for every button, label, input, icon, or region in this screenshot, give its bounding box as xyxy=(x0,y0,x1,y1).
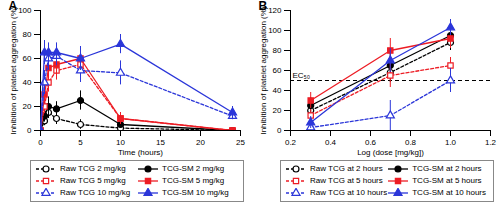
svg-text:Time (hours): Time (hours) xyxy=(118,148,163,157)
svg-text:40: 40 xyxy=(273,86,282,95)
svg-text:Inhibition of platelet aggrega: Inhibition of platelet aggregation (%) xyxy=(259,6,268,134)
html-text:TCG-SM at 2 hours: TCG-SM at 2 hours xyxy=(412,164,482,173)
html-text:Raw TCG 10 mg/kg: Raw TCG 10 mg/kg xyxy=(60,188,131,197)
svg-text:1.0: 1.0 xyxy=(445,138,457,147)
svg-text:0.2: 0.2 xyxy=(285,138,297,147)
svg-text:15: 15 xyxy=(156,138,165,147)
svg-text:60: 60 xyxy=(23,54,32,63)
svg-text:20: 20 xyxy=(23,102,32,111)
html-text:Raw TCG at 2 hours: Raw TCG at 2 hours xyxy=(310,164,383,173)
svg-text:A: A xyxy=(9,0,18,13)
svg-text:120: 120 xyxy=(268,6,282,15)
svg-text:0: 0 xyxy=(27,126,32,135)
svg-text:80: 80 xyxy=(23,30,32,39)
svg-text:0: 0 xyxy=(38,138,43,147)
html-text:TCG-SM 10 mg/kg: TCG-SM 10 mg/kg xyxy=(162,188,229,197)
svg-text:0: 0 xyxy=(277,126,282,135)
svg-text:0.8: 0.8 xyxy=(405,138,417,147)
html-text:Raw TCG at 5 hours: Raw TCG at 5 hours xyxy=(310,176,383,185)
svg-text:60: 60 xyxy=(273,66,282,75)
svg-text:B: B xyxy=(259,0,268,13)
svg-text:10: 10 xyxy=(116,138,125,147)
svg-text:40: 40 xyxy=(23,78,32,87)
svg-text:1.2: 1.2 xyxy=(485,138,497,147)
html-text:Raw TCG 5 mg/kg: Raw TCG 5 mg/kg xyxy=(60,176,126,185)
svg-text:Log (dose [mg/kg]): Log (dose [mg/kg]) xyxy=(357,148,424,157)
html-text:TCG-SM at 10 hours: TCG-SM at 10 hours xyxy=(412,188,486,197)
svg-text:20: 20 xyxy=(273,106,282,115)
svg-text:EC₅₀: EC₅₀ xyxy=(293,71,311,80)
svg-text:0.4: 0.4 xyxy=(325,138,337,147)
svg-text:5: 5 xyxy=(78,138,83,147)
html-text:TCG-SM 5 mg/kg: TCG-SM 5 mg/kg xyxy=(162,176,225,185)
html-text:Raw TCG 2 mg/kg: Raw TCG 2 mg/kg xyxy=(60,164,126,173)
svg-text:100: 100 xyxy=(268,26,282,35)
svg-text:20: 20 xyxy=(196,138,205,147)
html-text:TCG-SM at 5 hours: TCG-SM at 5 hours xyxy=(412,176,482,185)
svg-text:25: 25 xyxy=(236,138,245,147)
html-text:Raw TCG at 10 hours: Raw TCG at 10 hours xyxy=(310,188,388,197)
svg-text:80: 80 xyxy=(273,46,282,55)
svg-text:0.6: 0.6 xyxy=(365,138,377,147)
svg-text:100: 100 xyxy=(18,6,32,15)
html-text:TCG-SM 2 mg/kg: TCG-SM 2 mg/kg xyxy=(162,164,225,173)
svg-text:Inhibition of platelet aggrega: Inhibition of platelet aggregation (%) xyxy=(9,6,18,134)
